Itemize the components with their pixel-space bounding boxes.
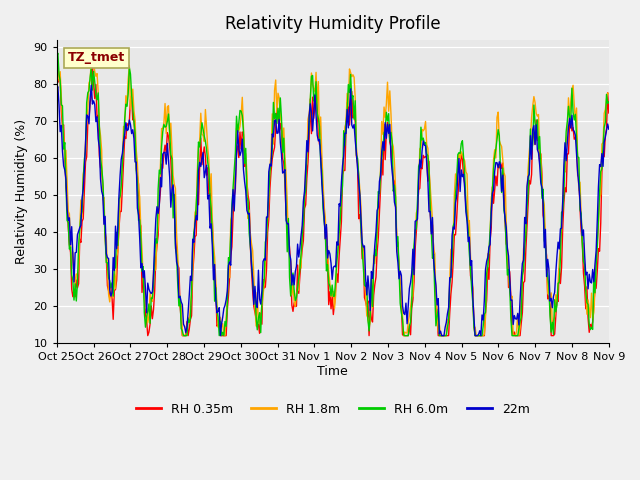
RH 1.8m [460,156,467,162]
RH 0.35m [557,281,564,287]
RH 1.8m [53,51,61,57]
Line: RH 1.8m: RH 1.8m [57,54,609,336]
RH 6.0m [53,54,61,60]
22m [53,85,61,91]
RH 1.8m [179,333,186,338]
RH 6.0m [557,255,564,261]
RH 0.35m [605,110,612,116]
RH 0.35m [390,179,398,184]
RH 1.8m [226,275,234,281]
RH 0.35m [144,333,152,338]
22m [363,292,371,298]
X-axis label: Time: Time [317,365,348,378]
RH 1.8m [363,312,371,318]
RH 0.35m [364,298,372,304]
Y-axis label: Relativity Humidity (%): Relativity Humidity (%) [15,119,28,264]
22m [389,180,397,186]
22m [287,256,294,262]
RH 6.0m [390,182,398,188]
RH 6.0m [54,50,61,56]
Line: RH 0.35m: RH 0.35m [57,65,609,336]
22m [461,186,468,192]
Line: RH 6.0m: RH 6.0m [57,53,609,336]
RH 1.8m [556,258,563,264]
RH 1.8m [605,91,612,96]
RH 0.35m [461,180,468,186]
Legend: RH 0.35m, RH 1.8m, RH 6.0m, 22m: RH 0.35m, RH 1.8m, RH 6.0m, 22m [131,398,535,421]
RH 1.8m [287,259,294,264]
RH 6.0m [288,276,296,282]
RH 6.0m [364,317,372,323]
Line: 22m: 22m [57,85,609,336]
RH 0.35m [227,253,235,259]
RH 1.8m [389,144,397,149]
RH 0.35m [88,62,96,68]
RH 6.0m [461,172,468,178]
RH 6.0m [180,333,188,338]
22m [557,226,564,232]
RH 0.35m [288,302,296,308]
RH 6.0m [605,99,612,105]
22m [605,126,612,132]
22m [438,333,445,338]
22m [88,83,95,88]
RH 6.0m [227,231,235,237]
Title: Relativity Humidity Profile: Relativity Humidity Profile [225,15,440,33]
Text: TZ_tmet: TZ_tmet [68,51,125,64]
22m [226,259,234,265]
RH 0.35m [53,71,61,76]
